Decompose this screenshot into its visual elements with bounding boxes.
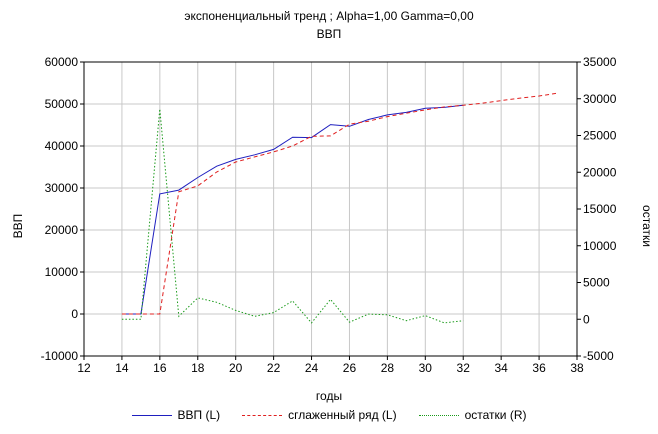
y2-tick-label: -5000 xyxy=(583,349,614,363)
y-tick-label: 10000 xyxy=(45,265,79,279)
y2-tick-label: 20000 xyxy=(583,165,617,179)
x-tick-label: 12 xyxy=(77,361,91,375)
x-tick-label: 38 xyxy=(570,361,584,375)
y-tick-label: 40000 xyxy=(45,139,79,153)
y2-tick-label: 15000 xyxy=(583,202,617,216)
y-tick-label: 50000 xyxy=(45,97,79,111)
x-tick-label: 30 xyxy=(419,361,433,375)
legend-swatch-gdp xyxy=(131,414,172,416)
y-tick-label: -10000 xyxy=(41,349,79,363)
legend-label-gdp: ВВП (L) xyxy=(177,408,221,422)
y-axis-label: ВВП xyxy=(11,213,25,239)
residuals-series-line xyxy=(121,108,464,324)
chart-title: экспоненциальный тренд ; Alpha=1,00 Gamm… xyxy=(184,9,474,23)
x-tick-label: 22 xyxy=(267,361,281,375)
legend-label-residuals: остатки (R) xyxy=(464,408,527,422)
y-tick-label: 30000 xyxy=(45,181,79,195)
y2-tick-label: 10000 xyxy=(583,239,617,253)
gdp-series-line xyxy=(121,104,464,315)
plot-frame xyxy=(83,61,578,357)
x-tick-label: 20 xyxy=(229,361,243,375)
y2-tick-label: 5000 xyxy=(583,276,610,290)
y-tick-label: 60000 xyxy=(45,55,79,69)
x-tick-label: 34 xyxy=(494,361,508,375)
x-tick-label: 16 xyxy=(153,361,167,375)
legend-label-smoothed: сглаженный ряд (L) xyxy=(288,408,397,422)
x-tick-label: 36 xyxy=(532,361,546,375)
x-tick-label: 14 xyxy=(115,361,129,375)
x-tick-label: 32 xyxy=(457,361,471,375)
y-tick-label: 0 xyxy=(71,307,78,321)
x-tick-label: 28 xyxy=(381,361,395,375)
y2-tick-label: 0 xyxy=(583,312,590,326)
legend-swatch-smoothed xyxy=(242,414,283,416)
smoothed-series-line xyxy=(121,92,559,315)
chart-subtitle: ВВП xyxy=(316,27,342,41)
y2-tick-label: 35000 xyxy=(583,55,617,69)
x-tick-label: 24 xyxy=(305,361,319,375)
legend-item-residuals: остатки (R) xyxy=(418,408,527,422)
x-axis-label: годы xyxy=(315,389,343,403)
legend: ВВП (L) сглаженный ряд (L) остатки (R) xyxy=(0,405,658,425)
legend-item-gdp: ВВП (L) xyxy=(131,408,221,422)
y2-tick-label: 25000 xyxy=(583,129,617,143)
plot-area xyxy=(84,62,577,356)
x-tick-label: 18 xyxy=(191,361,205,375)
legend-item-smoothed: сглаженный ряд (L) xyxy=(242,408,397,422)
y-tick-label: 20000 xyxy=(45,223,79,237)
x-tick-label: 26 xyxy=(343,361,357,375)
y2-axis-label: остатки xyxy=(640,205,654,247)
legend-swatch-residuals xyxy=(418,414,459,416)
y2-tick-label: 30000 xyxy=(583,92,617,106)
